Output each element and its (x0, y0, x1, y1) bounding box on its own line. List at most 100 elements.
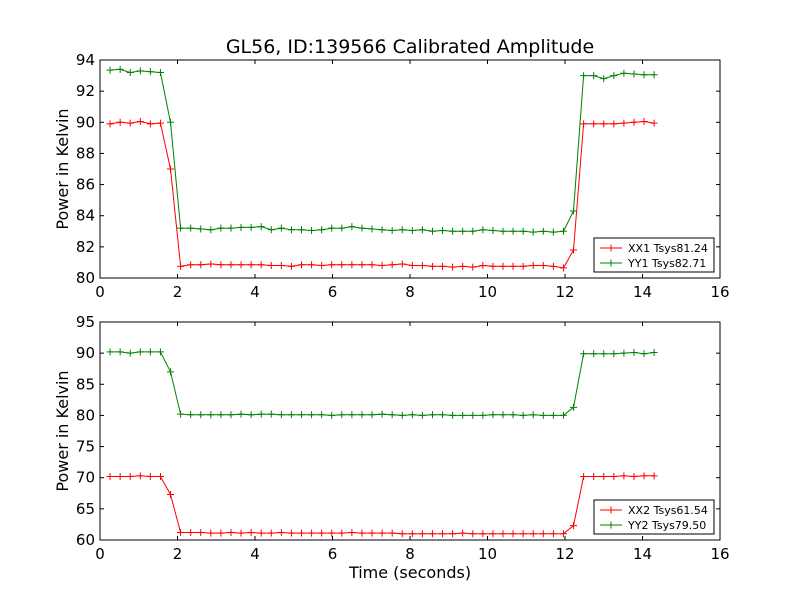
x-tick-label: 0 (95, 545, 105, 563)
data-point-marker (348, 529, 356, 537)
data-point-marker (519, 227, 527, 235)
data-point-marker (398, 260, 406, 268)
data-point-marker (519, 262, 527, 270)
data-point-marker (590, 350, 598, 358)
data-point-marker (610, 120, 618, 128)
data-point-marker (237, 410, 245, 418)
y-tick-label: 92 (76, 82, 95, 100)
x-tick-label: 14 (633, 283, 652, 301)
data-point-marker (630, 70, 638, 78)
data-point-marker (338, 261, 346, 269)
data-point-marker (217, 261, 225, 269)
data-point-marker (539, 227, 547, 235)
data-point-marker (156, 472, 164, 480)
data-point-marker (308, 227, 316, 235)
data-point-marker (277, 262, 285, 270)
data-point-marker (338, 224, 346, 232)
data-point-marker (358, 529, 366, 537)
chart-title: GL56, ID:139566 Calibrated Amplitude (226, 36, 594, 58)
data-point-marker (106, 120, 114, 128)
data-point-marker (358, 261, 366, 269)
data-point-marker (126, 68, 134, 76)
data-point-marker (459, 262, 467, 270)
data-point-marker (338, 529, 346, 537)
data-point-marker (388, 227, 396, 235)
legend-label: YY1 Tsys82.71 (627, 257, 706, 270)
data-point-marker (479, 530, 487, 538)
data-point-marker (439, 262, 447, 270)
y-tick-label: 80 (76, 406, 95, 424)
data-point-marker (549, 228, 557, 236)
data-point-marker (177, 410, 185, 418)
data-point-marker (257, 410, 265, 418)
data-point-marker (408, 411, 416, 419)
data-point-marker (539, 530, 547, 538)
data-point-marker (549, 262, 557, 270)
data-point-marker (610, 472, 618, 480)
data-point-marker (489, 411, 497, 419)
data-point-marker (499, 411, 507, 419)
data-point-marker (287, 226, 295, 234)
y-tick-label: 90 (76, 344, 95, 362)
data-point-marker (489, 227, 497, 235)
data-point-marker (459, 411, 467, 419)
data-point-marker (217, 411, 225, 419)
data-point-marker (640, 118, 648, 126)
data-point-marker (257, 261, 265, 269)
legend-marker (607, 506, 615, 514)
data-point-marker (610, 350, 618, 358)
x-tick-label: 6 (328, 283, 338, 301)
data-point-marker (177, 262, 185, 270)
data-point-marker (449, 530, 457, 538)
data-point-marker (610, 72, 618, 80)
data-point-marker (479, 262, 487, 270)
x-tick-label: 10 (478, 283, 497, 301)
data-point-marker (348, 411, 356, 419)
data-point-marker (177, 529, 185, 537)
data-point-marker (227, 529, 235, 537)
data-point-marker (570, 522, 578, 530)
data-point-marker (358, 224, 366, 232)
data-point-marker (529, 530, 537, 538)
data-point-marker (620, 69, 628, 77)
data-point-marker (348, 261, 356, 269)
data-point-marker (650, 71, 658, 79)
data-point-marker (247, 411, 255, 419)
data-point-marker (570, 246, 578, 254)
data-point-marker (600, 472, 608, 480)
data-point-marker (106, 472, 114, 480)
y-tick-label: 65 (76, 500, 95, 518)
data-point-marker (509, 530, 517, 538)
data-point-marker (197, 411, 205, 419)
data-point-marker (167, 491, 175, 499)
data-point-marker (590, 72, 598, 80)
data-point-marker (237, 529, 245, 537)
data-point-marker (378, 529, 386, 537)
data-point-marker (469, 227, 477, 235)
x-tick-label: 2 (173, 545, 183, 563)
y-tick-label: 90 (76, 113, 95, 131)
data-point-marker (580, 120, 588, 128)
data-point-marker (287, 262, 295, 270)
x-tick-label: 10 (478, 545, 497, 563)
data-point-marker (408, 262, 416, 270)
data-point-marker (499, 530, 507, 538)
data-point-marker (267, 262, 275, 270)
data-point-marker (630, 118, 638, 126)
data-point-marker (549, 530, 557, 538)
data-point-marker (428, 411, 436, 419)
y-tick-label: 80 (76, 269, 95, 287)
data-point-marker (499, 262, 507, 270)
data-point-marker (227, 261, 235, 269)
data-point-marker (146, 68, 154, 76)
data-point-marker (247, 529, 255, 537)
data-point-marker (378, 262, 386, 270)
data-point-marker (277, 224, 285, 232)
data-point-marker (207, 529, 215, 537)
data-point-marker (459, 529, 467, 537)
x-tick-label: 16 (710, 283, 729, 301)
y-tick-label: 85 (76, 375, 95, 393)
x-tick-label: 8 (405, 545, 415, 563)
data-point-marker (449, 411, 457, 419)
y-tick-label: 88 (76, 144, 95, 162)
